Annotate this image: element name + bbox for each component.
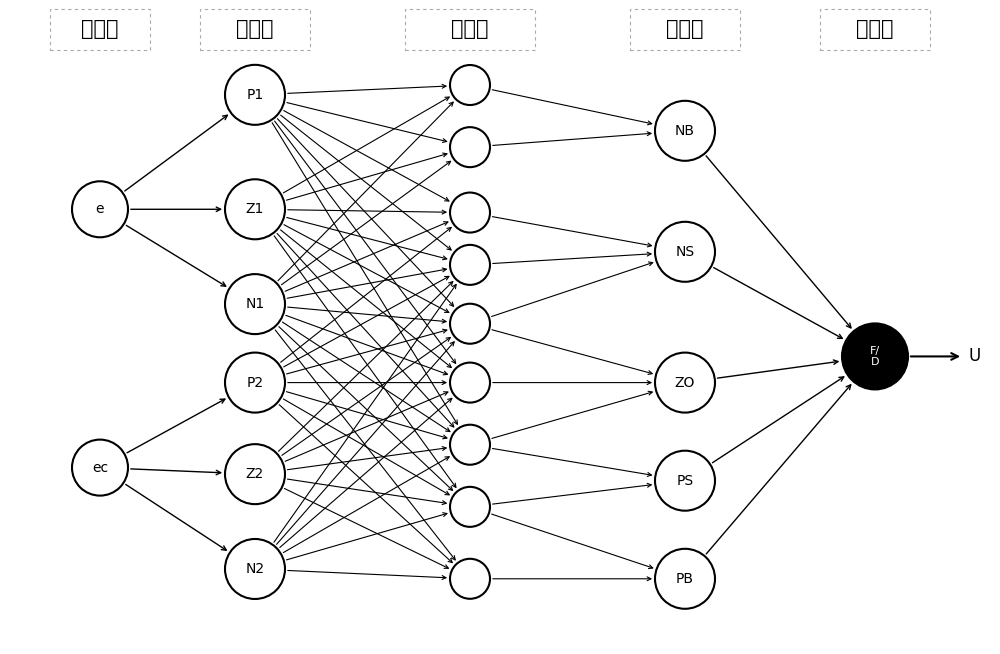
Text: Z2: Z2 bbox=[246, 467, 264, 481]
Text: PS: PS bbox=[676, 473, 694, 488]
Text: Z1: Z1 bbox=[246, 202, 264, 216]
Ellipse shape bbox=[655, 451, 715, 511]
Ellipse shape bbox=[225, 65, 285, 125]
Ellipse shape bbox=[225, 353, 285, 413]
Text: NS: NS bbox=[675, 245, 695, 259]
Text: P1: P1 bbox=[246, 88, 264, 102]
Text: ec: ec bbox=[92, 460, 108, 475]
Ellipse shape bbox=[655, 222, 715, 282]
Text: F/
D: F/ D bbox=[870, 345, 880, 368]
FancyBboxPatch shape bbox=[200, 9, 310, 50]
Ellipse shape bbox=[225, 539, 285, 599]
Ellipse shape bbox=[655, 353, 715, 413]
Text: 第一层: 第一层 bbox=[81, 20, 119, 39]
Ellipse shape bbox=[450, 424, 490, 465]
Ellipse shape bbox=[655, 549, 715, 609]
Ellipse shape bbox=[842, 324, 908, 389]
Text: 第四层: 第四层 bbox=[666, 20, 704, 39]
Text: N1: N1 bbox=[245, 297, 265, 311]
Ellipse shape bbox=[450, 487, 490, 527]
Ellipse shape bbox=[450, 559, 490, 599]
Text: N2: N2 bbox=[245, 562, 265, 576]
Ellipse shape bbox=[225, 444, 285, 504]
Text: ZO: ZO bbox=[675, 375, 695, 390]
Ellipse shape bbox=[225, 179, 285, 239]
Ellipse shape bbox=[450, 127, 490, 167]
Ellipse shape bbox=[72, 439, 128, 496]
Text: NB: NB bbox=[675, 124, 695, 138]
Ellipse shape bbox=[450, 192, 490, 233]
Ellipse shape bbox=[72, 181, 128, 237]
Text: 第二层: 第二层 bbox=[236, 20, 274, 39]
Ellipse shape bbox=[450, 362, 490, 403]
FancyBboxPatch shape bbox=[820, 9, 930, 50]
Ellipse shape bbox=[450, 65, 490, 105]
Ellipse shape bbox=[225, 274, 285, 334]
Text: P2: P2 bbox=[246, 375, 264, 390]
FancyBboxPatch shape bbox=[50, 9, 150, 50]
Text: 第三层: 第三层 bbox=[451, 20, 489, 39]
Text: e: e bbox=[96, 202, 104, 216]
FancyBboxPatch shape bbox=[630, 9, 740, 50]
Ellipse shape bbox=[450, 303, 490, 344]
Ellipse shape bbox=[655, 101, 715, 161]
FancyBboxPatch shape bbox=[405, 9, 535, 50]
Text: 第五层: 第五层 bbox=[856, 20, 894, 39]
Text: U: U bbox=[969, 347, 981, 366]
Ellipse shape bbox=[450, 245, 490, 285]
Text: PB: PB bbox=[676, 572, 694, 586]
